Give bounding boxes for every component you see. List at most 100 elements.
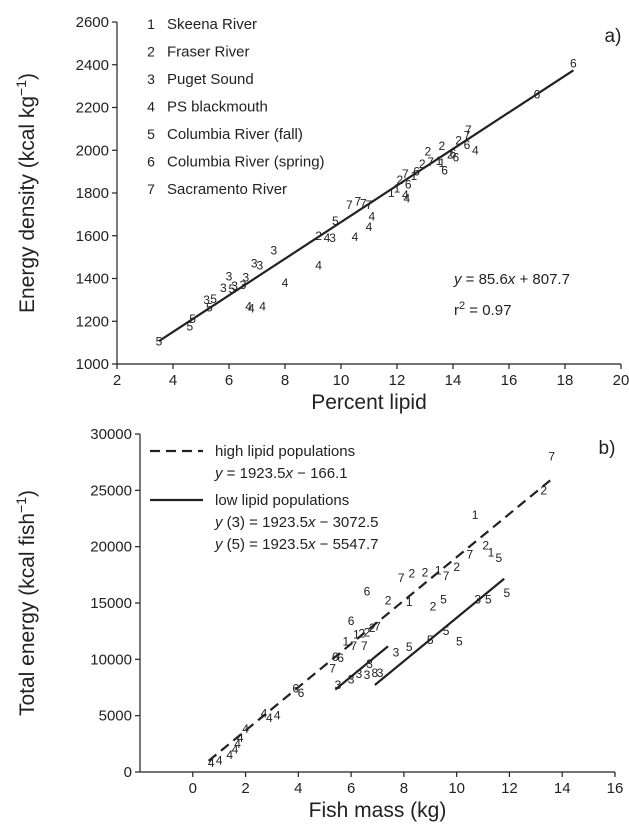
x-tick-label: 6 [225, 372, 233, 389]
data-point-label: 6 [298, 686, 305, 700]
x-tick-label: 6 [347, 780, 355, 797]
low-lipid-regression-line [334, 645, 389, 691]
data-point-label: 3 [256, 259, 263, 273]
data-point-label: 3 [335, 678, 342, 692]
data-point-label: 6 [332, 650, 339, 664]
y-tick-label: 10000 [90, 651, 132, 668]
legend-code: 1 [147, 16, 155, 32]
legend-code: 5 [147, 126, 155, 142]
data-point-label: 2 [438, 139, 445, 153]
data-point-label: 6 [452, 151, 459, 165]
y-tick-label: 1000 [76, 356, 109, 373]
legend-label: low lipid populations [215, 492, 349, 509]
data-point-label: 7 [467, 548, 474, 562]
x-tick-label: 10 [448, 780, 465, 797]
data-point-label: 3 [364, 668, 371, 682]
data-point-label: 4 [324, 231, 331, 245]
data-point-label: 6 [413, 165, 420, 179]
data-point-label: 3 [393, 646, 400, 660]
data-point-label: 3 [329, 231, 336, 245]
data-point-label: 3 [366, 657, 373, 671]
data-point-label: 3 [377, 666, 384, 680]
data-point-label: 3 [251, 257, 258, 271]
data-point-label: 3 [240, 278, 247, 292]
y-tick-label: 1600 [76, 228, 109, 245]
data-point-label: 7 [354, 195, 361, 209]
data-point-label: 1 [388, 186, 395, 200]
data-point-label: 7 [366, 198, 373, 212]
data-point-label: 2 [396, 173, 403, 187]
data-point-label: 4 [352, 230, 359, 244]
data-point-label: 6 [348, 614, 355, 628]
data-point-label: 3 [231, 279, 238, 293]
data-point-label: 5 [156, 335, 163, 349]
data-point-label: 1 [342, 634, 349, 648]
data-point-label: 3 [242, 270, 249, 284]
data-point-label: 3 [203, 293, 210, 307]
data-point-label: 7 [465, 123, 472, 137]
data-point-label: 1 [353, 628, 360, 642]
data-point-label: 1 [435, 563, 442, 577]
y-tick-label: 25000 [90, 482, 132, 499]
legend-label: Columbia River (spring) [167, 154, 325, 171]
y-tick-label: 20000 [90, 539, 132, 556]
x-axis-title: Fish mass (kg) [309, 799, 447, 822]
x-tick-label: 12 [389, 372, 406, 389]
x-axis-title: Percent lipid [311, 391, 427, 414]
data-point-label: 7 [361, 639, 368, 653]
data-point-label: 3 [270, 244, 277, 258]
data-point-label: 3 [220, 281, 227, 295]
data-point-label: 2 [419, 157, 426, 171]
data-point-label: 2 [385, 594, 392, 608]
data-point-label: 6 [534, 88, 541, 102]
legend-label: Puget Sound [167, 71, 254, 88]
data-point-label: 5 [406, 640, 413, 654]
regression-line [158, 69, 575, 342]
data-point-label: 5 [496, 551, 503, 565]
data-point-label: 5 [332, 214, 339, 228]
data-point-label: 2 [455, 134, 462, 148]
y-tick-label: 2200 [76, 100, 109, 117]
data-point-label: 2 [364, 625, 371, 639]
legend-equation: y = 1923.5x − 166.1 [214, 465, 348, 482]
data-point-label: 3 [226, 269, 233, 283]
data-point-label: 6 [364, 585, 371, 599]
data-point-label: 6 [464, 138, 471, 152]
data-point-label: 7 [464, 128, 471, 142]
data-point-label: 2 [540, 483, 547, 497]
y-tick-label: 0 [124, 764, 132, 781]
data-point-label: 7 [329, 661, 336, 675]
data-point-label: 4 [368, 210, 375, 224]
x-tick-label: 8 [281, 372, 289, 389]
y-tick-label: 2400 [76, 57, 109, 74]
x-tick-label: 16 [501, 372, 518, 389]
legend-label: Fraser River [167, 44, 250, 61]
data-point-label: 7 [360, 197, 367, 211]
data-point-label: 6 [292, 682, 299, 696]
data-point-label: 7 [443, 569, 450, 583]
data-point-label: 5 [485, 593, 492, 607]
high-lipid-regression-line [207, 478, 553, 762]
data-point-label: 4 [315, 259, 322, 273]
x-tick-label: 2 [113, 372, 121, 389]
data-point-label: 3 [474, 593, 481, 607]
panel-label: a) [605, 26, 622, 47]
data-point-label: 7 [548, 450, 555, 464]
data-point-label: 4 [234, 737, 241, 751]
x-tick-label: 8 [400, 780, 408, 797]
data-point-label: 6 [570, 57, 577, 71]
x-tick-label: 16 [607, 780, 624, 797]
y-tick-label: 1800 [76, 185, 109, 202]
data-point-label: 4 [366, 220, 373, 234]
data-point-label: 1 [394, 182, 401, 196]
y-tick-label: 1200 [76, 313, 109, 330]
data-point-label: 4 [232, 742, 239, 756]
data-point-label: 6 [450, 146, 457, 160]
data-point-label: 5 [456, 634, 463, 648]
data-point-label: 4 [245, 299, 252, 313]
data-point-label: 6 [337, 651, 344, 665]
data-point-label: 1 [472, 508, 479, 522]
data-point-label: 4 [226, 748, 233, 762]
data-point-label: 2 [358, 626, 365, 640]
